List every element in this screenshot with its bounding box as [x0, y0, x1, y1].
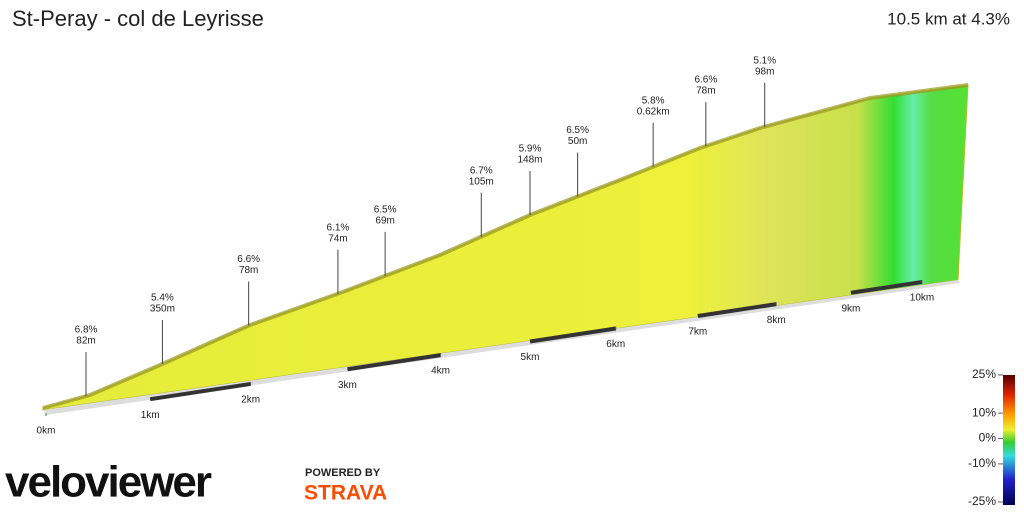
chart-title: St-Peray - col de Leyrisse [12, 6, 264, 31]
profile-base [43, 280, 960, 415]
chart-subtitle: 10.5 km at 4.3% [887, 9, 1010, 28]
x-tick-label: 5km [521, 352, 540, 363]
powered-by: POWERED BY [305, 467, 381, 479]
x-tick-label: 6km [606, 339, 625, 350]
x-tick-label: 10km [910, 293, 934, 304]
km-segment [697, 302, 777, 319]
x-tick-label: 2km [241, 395, 260, 406]
brand-logo: veloviewer [5, 458, 212, 507]
annotation-length: 98m [755, 66, 774, 77]
annotation-grade: 5.8% [642, 95, 665, 106]
x-tick-label: 3km [338, 380, 357, 391]
annotation-grade: 6.5% [566, 125, 589, 136]
annotation-length: 350m [150, 304, 175, 315]
annotation-length: 82m [76, 336, 95, 347]
annotation-length: 0.62km [637, 106, 670, 117]
x-tick-label: 8km [767, 315, 786, 326]
km-segment [149, 381, 251, 402]
profile-body [42, 84, 969, 411]
annotation-grade: 6.6% [694, 75, 717, 86]
scale-tick-label: 0% [979, 431, 997, 445]
annotation-grade: 5.1% [753, 55, 776, 66]
annotation-length: 105m [469, 176, 494, 187]
annotation-length: 78m [239, 265, 258, 276]
annotation-grade: 6.6% [237, 254, 260, 265]
annotation-grade: 6.7% [470, 165, 493, 176]
annotation-length: 78m [696, 86, 715, 97]
annotation-grade: 6.5% [374, 204, 397, 215]
x-tick-label: 0km [37, 426, 56, 437]
km-segment [850, 280, 923, 295]
scale-tick-label: 10% [972, 405, 996, 419]
scale-tick-label: 25% [972, 367, 996, 381]
annotation-length: 148m [517, 155, 542, 166]
color-scale [1003, 375, 1015, 505]
km-segment [347, 353, 441, 372]
annotation-length: 74m [328, 233, 347, 244]
x-tick-label: 9km [842, 303, 861, 314]
scale-tick-label: -25% [968, 494, 996, 508]
annotation-grade: 6.8% [75, 325, 98, 336]
strava-logo: STRAVA [304, 482, 387, 505]
annotation-grade: 6.1% [327, 222, 350, 233]
annotation-length: 69m [375, 215, 394, 226]
annotation-length: 50m [568, 136, 587, 147]
x-tick-label: 7km [688, 327, 707, 338]
x-tick-label: 1km [141, 410, 160, 421]
scale-tick-label: -10% [968, 456, 996, 470]
km-segment [529, 326, 617, 344]
annotation-grade: 5.9% [519, 144, 542, 155]
x-tick-label: 4km [431, 366, 450, 377]
annotation-grade: 5.4% [151, 293, 174, 304]
profile-top [42, 83, 969, 410]
